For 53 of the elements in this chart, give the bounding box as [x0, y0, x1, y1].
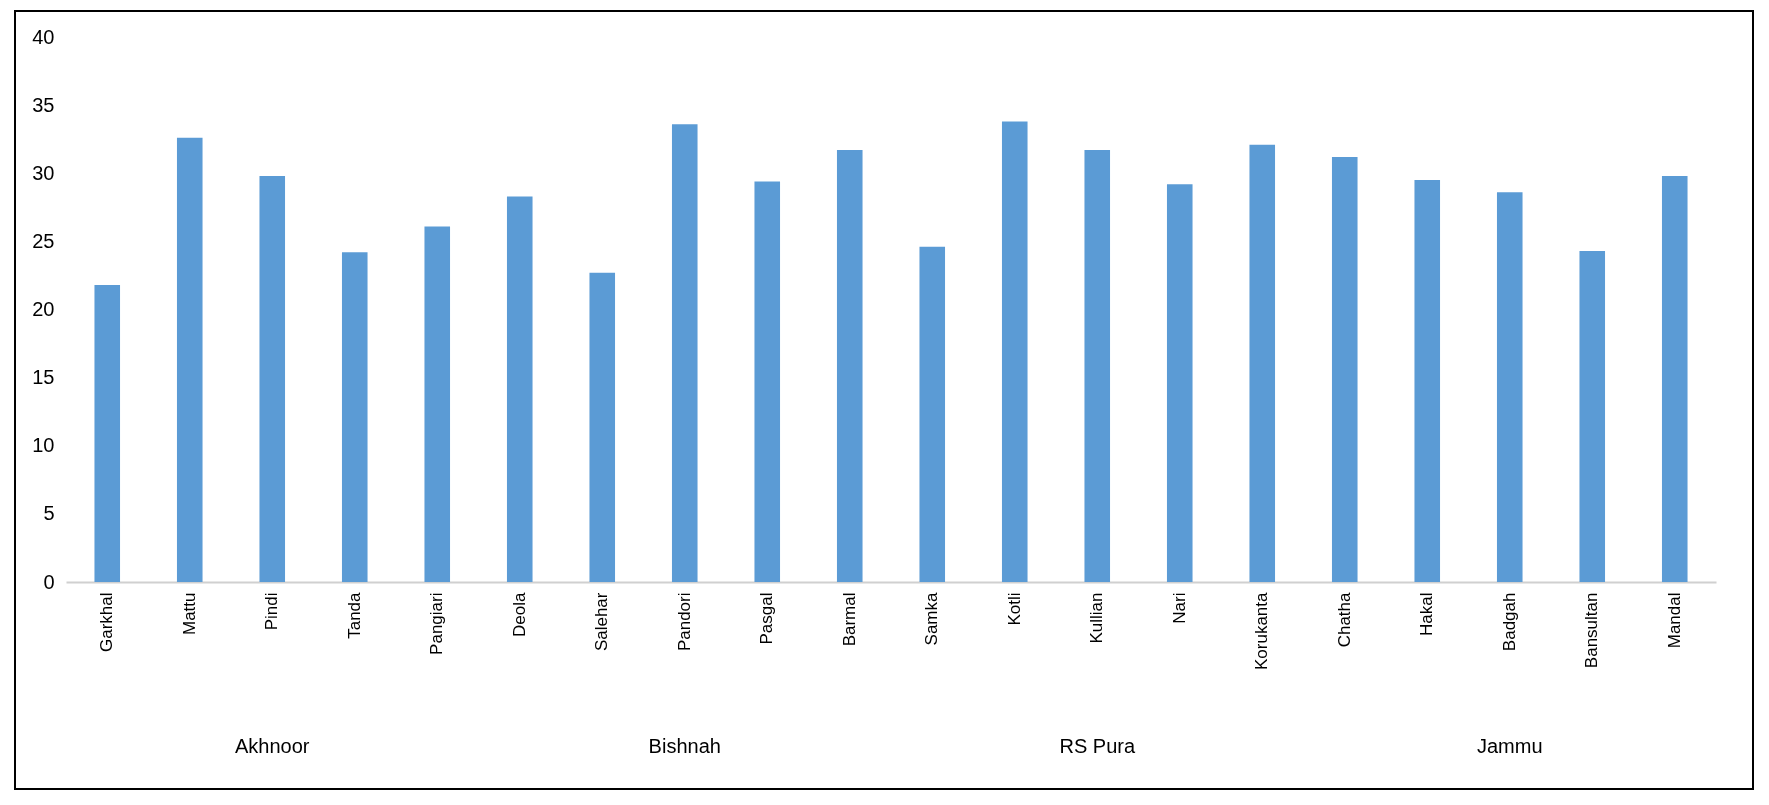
x-tick-label: Pasgal: [757, 592, 777, 645]
x-tick-label: Kullian: [1087, 592, 1107, 644]
x-tick-label: Bansultan: [1582, 592, 1602, 669]
text: Akhnoor: [235, 735, 310, 757]
y-tick-label: 15: [32, 366, 55, 389]
bar: [1001, 121, 1028, 582]
bar: [1166, 184, 1193, 582]
text: Jammu: [1476, 735, 1543, 757]
bar: [259, 175, 286, 582]
bar: [1496, 192, 1523, 582]
bar: [1249, 144, 1276, 582]
x-tick-label: Pindi: [262, 592, 282, 631]
bar: [589, 272, 616, 582]
y-tick-label: 25: [32, 229, 55, 252]
bar: [341, 252, 368, 582]
bar: [919, 246, 946, 582]
y-tick-label: 5: [43, 502, 55, 525]
x-tick-label: Kotli: [1004, 592, 1024, 626]
x-tick-label: Garkhal: [97, 592, 117, 653]
y-tick-label: 10: [32, 434, 55, 457]
text: RS Pura: [1059, 735, 1136, 757]
x-tick-label: Barmal: [839, 592, 859, 647]
x-tick-label: Deola: [509, 591, 529, 637]
y-tick-label: 40: [32, 25, 55, 48]
bar: [671, 124, 698, 582]
bar: [94, 284, 121, 582]
x-tick-label: Korukanta: [1252, 591, 1272, 670]
bar: [1661, 175, 1688, 582]
x-tick-label: Tanda: [344, 591, 364, 639]
x-tick-label: Badgah: [1499, 592, 1519, 652]
text: Bishnah: [648, 735, 721, 757]
bar: [506, 196, 533, 582]
x-tick-label: Nari: [1169, 592, 1189, 624]
bar: [754, 181, 781, 582]
x-tick-label: Hakal: [1417, 592, 1437, 636]
x-tick-label: Mandal: [1664, 592, 1684, 649]
y-tick-label: 35: [32, 93, 55, 116]
x-tick-label: Chatha: [1334, 591, 1354, 648]
x-tick-label: Mattu: [179, 592, 199, 636]
x-tick-label: Samka: [922, 591, 942, 646]
y-tick-label: 30: [32, 161, 55, 184]
bar: [836, 150, 863, 582]
y-tick-label: 20: [32, 298, 55, 320]
x-tick-label: Pandori: [674, 592, 694, 652]
bar: [1579, 250, 1606, 582]
x-tick-label: Pangiari: [427, 592, 447, 655]
bar: [1084, 150, 1111, 582]
bar: [176, 137, 203, 582]
x-tick-label: Salehar: [592, 592, 612, 652]
y-tick-label: 0: [43, 570, 55, 593]
bar: [1331, 156, 1358, 582]
bar: [1414, 180, 1441, 582]
bar: [424, 226, 451, 582]
